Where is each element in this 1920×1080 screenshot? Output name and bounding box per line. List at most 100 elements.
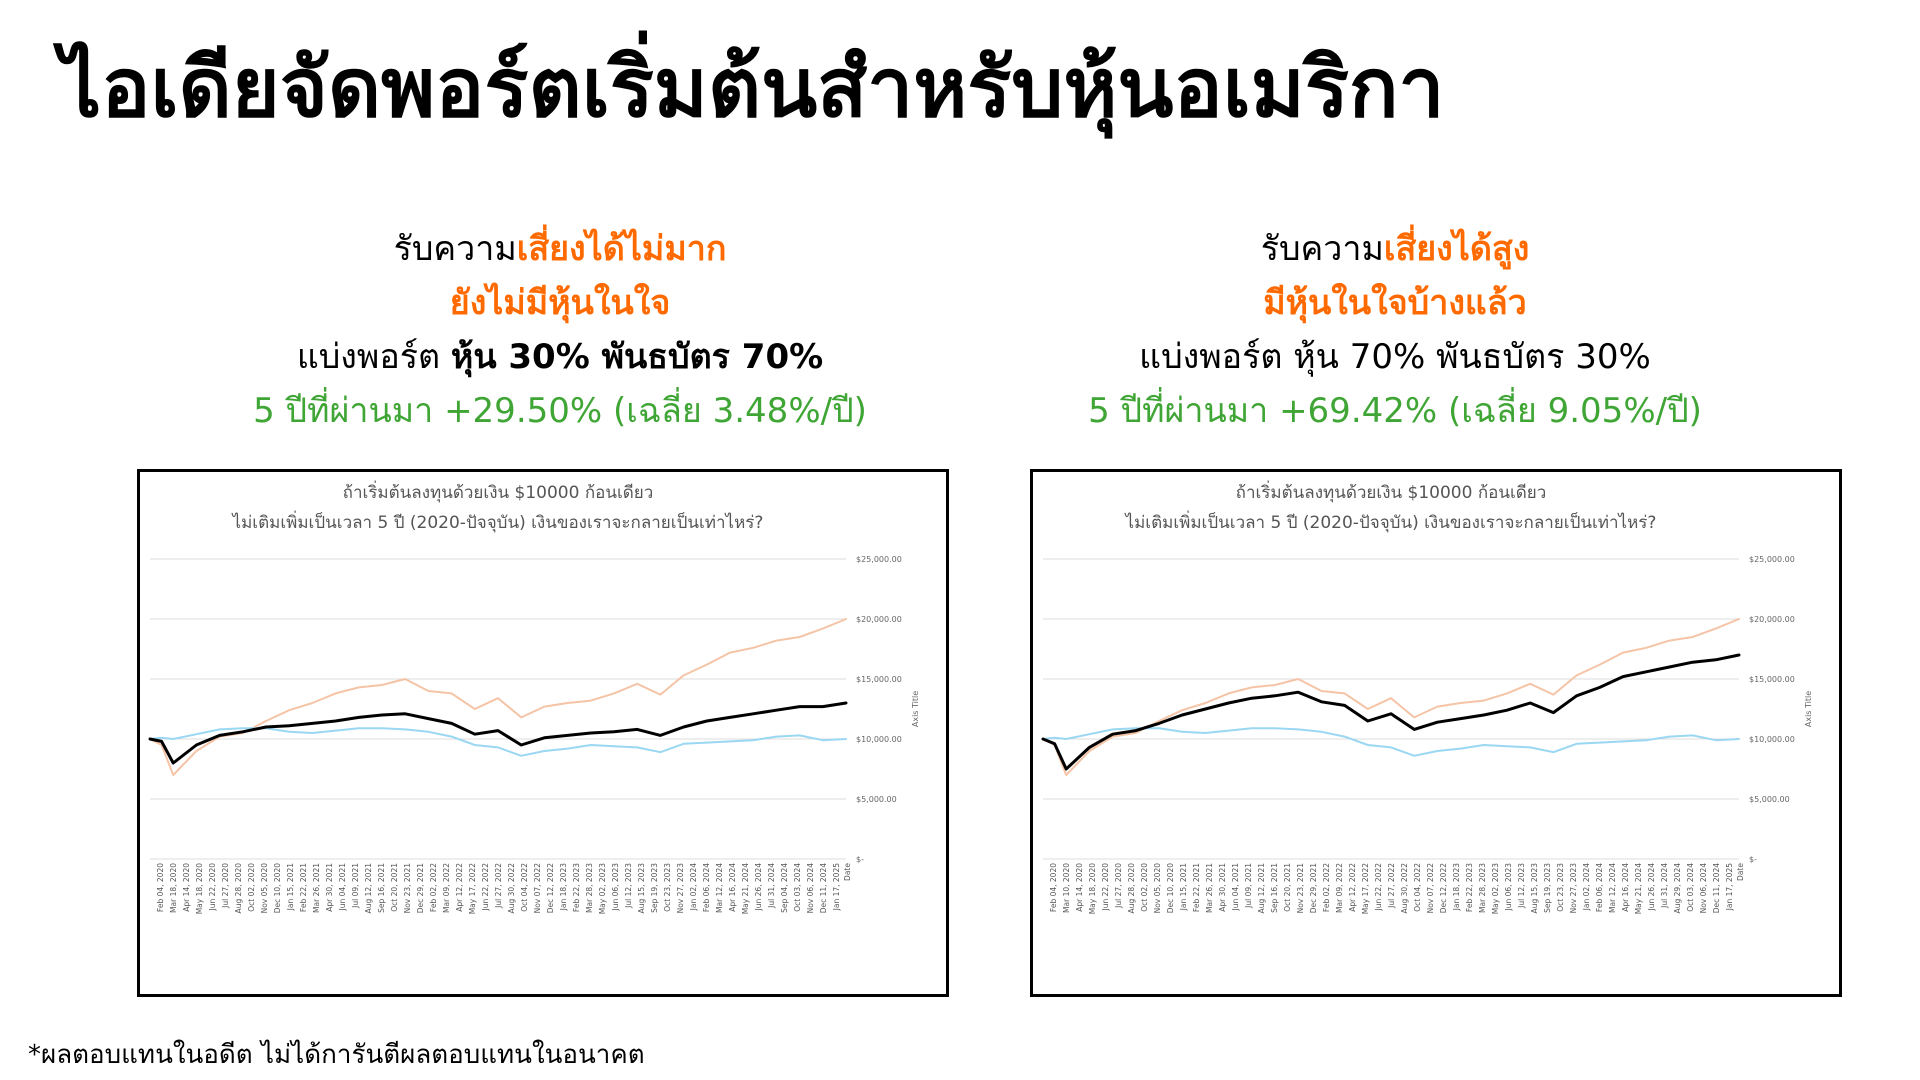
x-tick-label: Sep 16, 2021 bbox=[377, 863, 386, 913]
x-tick-label: Mar 28, 2023 bbox=[585, 863, 594, 913]
x-tick-label: Dec 10, 2020 bbox=[1166, 863, 1175, 914]
chart-title: ถ้าเริ่มต้นลงทุนด้วยเงิน $10000 ก้อนเดีย… bbox=[343, 480, 654, 503]
x-tick-label: Jan 02, 2024 bbox=[689, 863, 698, 912]
x-tick-label: May 17, 2022 bbox=[1361, 863, 1370, 915]
y-tick-label: $10,000.00 bbox=[1749, 735, 1795, 744]
x-tick-label: Feb 02, 2022 bbox=[1322, 863, 1331, 912]
series-portfolio-line bbox=[148, 701, 848, 765]
x-tick-label: Feb 22, 2023 bbox=[572, 863, 581, 912]
x-tick-label: Nov 23, 2021 bbox=[403, 863, 412, 914]
stock-knowledge: มีหุ้นในใจบ้างแล้ว bbox=[1263, 283, 1527, 323]
x-tick-label: Feb 06, 2024 bbox=[702, 863, 711, 912]
y-tick-label: $25,000.00 bbox=[1749, 555, 1795, 564]
x-tick-label: Feb 04, 2020 bbox=[1049, 863, 1058, 912]
x-tick-label: Dec 10, 2020 bbox=[273, 863, 282, 914]
x-tick-label: Jul 31, 2024 bbox=[767, 863, 776, 909]
x-tick-label: Jul 12, 2023 bbox=[624, 863, 633, 909]
x-tick-label: Jan 18, 2023 bbox=[559, 863, 568, 912]
risk-line: รับความเสี่ยงได้ไม่มาก bbox=[130, 222, 990, 276]
five-year-return: 5 ปีที่ผ่านมา +69.42% (เฉลี่ย 9.05%/ปี) bbox=[1088, 391, 1702, 431]
x-tick-label: May 17, 2022 bbox=[468, 863, 477, 915]
portfolio-description-aggressive: รับความเสี่ยงได้สูง มีหุ้นในใจบ้างแล้ว แ… bbox=[965, 222, 1825, 438]
x-tick-label: Apr 16, 2024 bbox=[728, 863, 737, 912]
x-tick-label: May 18, 2020 bbox=[195, 863, 204, 915]
x-tick-label: Aug 12, 2021 bbox=[1257, 863, 1266, 914]
x-tick-label: Nov 05, 2020 bbox=[260, 863, 269, 914]
x-tick-label: Apr 14, 2020 bbox=[1075, 863, 1084, 912]
x-tick-label: Jun 04, 2021 bbox=[1231, 863, 1240, 912]
y-tick-label: $20,000.00 bbox=[1749, 615, 1795, 624]
series-stocks-line bbox=[149, 618, 847, 776]
five-year-return: 5 ปีที่ผ่านมา +29.50% (เฉลี่ย 3.48%/ปี) bbox=[253, 391, 867, 431]
x-tick-label: Aug 28, 2020 bbox=[234, 863, 243, 914]
x-tick-label: Jun 22, 2022 bbox=[481, 863, 490, 912]
chart-conservative: ถ้าเริ่มต้นลงทุนด้วยเงิน $10000 ก้อนเดีย… bbox=[137, 469, 949, 997]
x-tick-label: Nov 06, 2024 bbox=[806, 863, 815, 914]
x-tick-label: Feb 04, 2020 bbox=[156, 863, 165, 912]
x-tick-label: Oct 04, 2022 bbox=[1413, 863, 1422, 912]
x-tick-label: Aug 15, 2023 bbox=[1530, 863, 1539, 914]
series-stocks-line bbox=[1042, 618, 1740, 776]
chart-svg: ถ้าเริ่มต้นลงทุนด้วยเงิน $10000 ก้อนเดีย… bbox=[148, 480, 920, 915]
allocation-prefix: แบ่งพอร์ต bbox=[296, 337, 451, 377]
x-tick-label: Oct 20, 2021 bbox=[1283, 863, 1292, 912]
x-tick-label: Dec 29, 2021 bbox=[416, 863, 425, 914]
x-tick-label: Oct 03, 2024 bbox=[1686, 863, 1695, 912]
x-tick-label: Oct 02, 2020 bbox=[1140, 863, 1149, 912]
y-tick-label: $15,000.00 bbox=[1749, 675, 1795, 684]
x-tick-label: May 02, 2023 bbox=[598, 863, 607, 915]
x-tick-label: Feb 02, 2022 bbox=[429, 863, 438, 912]
x-tick-label: Feb 22, 2021 bbox=[299, 863, 308, 912]
x-tick-label: Sep 16, 2021 bbox=[1270, 863, 1279, 913]
chart-subtitle: ไม่เติมเพิ่มเป็นเวลา 5 ปี (2020-ปัจจุบัน… bbox=[231, 510, 764, 533]
y-tick-label: $5,000.00 bbox=[856, 795, 897, 804]
x-tick-label: May 18, 2020 bbox=[1088, 863, 1097, 915]
x-tick-label: Jan 02, 2024 bbox=[1582, 863, 1591, 912]
y-tick-label: $10,000.00 bbox=[856, 735, 902, 744]
y-tick-label: $25,000.00 bbox=[856, 555, 902, 564]
x-tick-label: Jun 06, 2023 bbox=[1504, 863, 1513, 912]
x-tick-label: Apr 14, 2020 bbox=[182, 863, 191, 912]
x-tick-label: Apr 16, 2024 bbox=[1621, 863, 1630, 912]
x-tick-label: Jan 17, 2025 bbox=[832, 863, 841, 912]
x-tick-label: Dec 11, 2024 bbox=[819, 863, 828, 914]
x-tick-label: Nov 07, 2022 bbox=[533, 863, 542, 914]
x-tick-label: Jul 27, 2020 bbox=[221, 863, 230, 909]
x-tick-label: Mar 26, 2021 bbox=[312, 863, 321, 913]
x-tick-label: Mar 12, 2024 bbox=[1608, 863, 1617, 913]
allocation-line: แบ่งพอร์ต หุ้น 70% พันธบัตร 30% bbox=[965, 330, 1825, 384]
x-tick-label: Dec 12, 2022 bbox=[546, 863, 555, 914]
x-tick-label: Oct 23, 2023 bbox=[663, 863, 672, 912]
x-tick-label: Oct 23, 2023 bbox=[1556, 863, 1565, 912]
series-bonds-line bbox=[1042, 727, 1740, 757]
x-tick-label: Dec 29, 2021 bbox=[1309, 863, 1318, 914]
chart-svg: ถ้าเริ่มต้นลงทุนด้วยเงิน $10000 ก้อนเดีย… bbox=[1041, 480, 1813, 915]
x-tick-label: Nov 27, 2023 bbox=[1569, 863, 1578, 914]
x-tick-label: Aug 12, 2021 bbox=[364, 863, 373, 914]
x-tick-label: Nov 06, 2024 bbox=[1699, 863, 1708, 914]
series-portfolio-line bbox=[1041, 653, 1741, 771]
x-tick-label: Jan 18, 2023 bbox=[1452, 863, 1461, 912]
y-tick-label: $- bbox=[1749, 855, 1757, 864]
portfolio-description-conservative: รับความเสี่ยงได้ไม่มาก ยังไม่มีหุ้นในใจ … bbox=[130, 222, 990, 438]
page-title: ไอเดียจัดพอร์ตเริ่มต้นสำหรับหุ้นอเมริกา bbox=[60, 41, 1445, 136]
x-tick-label: Jun 22, 2022 bbox=[1374, 863, 1383, 912]
y-tick-label: $20,000.00 bbox=[856, 615, 902, 624]
x-tick-label: Nov 07, 2022 bbox=[1426, 863, 1435, 914]
x-tick-label: Aug 30, 2022 bbox=[507, 863, 516, 914]
x-tick-label: Mar 10, 2020 bbox=[1062, 863, 1071, 913]
x-tick-label: Jun 26, 2024 bbox=[1647, 863, 1656, 912]
stock-knowledge: ยังไม่มีหุ้นในใจ bbox=[449, 283, 671, 323]
x-tick-label: Oct 02, 2020 bbox=[247, 863, 256, 912]
series-bonds-line bbox=[149, 727, 847, 757]
allocation-split: หุ้น 30% พันธบัตร 70% bbox=[450, 337, 824, 377]
x-tick-label: Jun 22, 2020 bbox=[1101, 863, 1110, 912]
x-tick-label: Nov 27, 2023 bbox=[676, 863, 685, 914]
risk-level: เสี่ยงได้ไม่มาก bbox=[516, 229, 727, 269]
x-tick-label: Jun 26, 2024 bbox=[754, 863, 763, 912]
x-tick-label: May 21, 2024 bbox=[1634, 863, 1643, 915]
chart-title: ถ้าเริ่มต้นลงทุนด้วยเงิน $10000 ก้อนเดีย… bbox=[1236, 480, 1547, 503]
x-tick-label: Jan 15, 2021 bbox=[286, 863, 295, 912]
x-tick-label: Jul 09, 2021 bbox=[1244, 863, 1253, 909]
x-tick-label: Jan 15, 2021 bbox=[1179, 863, 1188, 912]
